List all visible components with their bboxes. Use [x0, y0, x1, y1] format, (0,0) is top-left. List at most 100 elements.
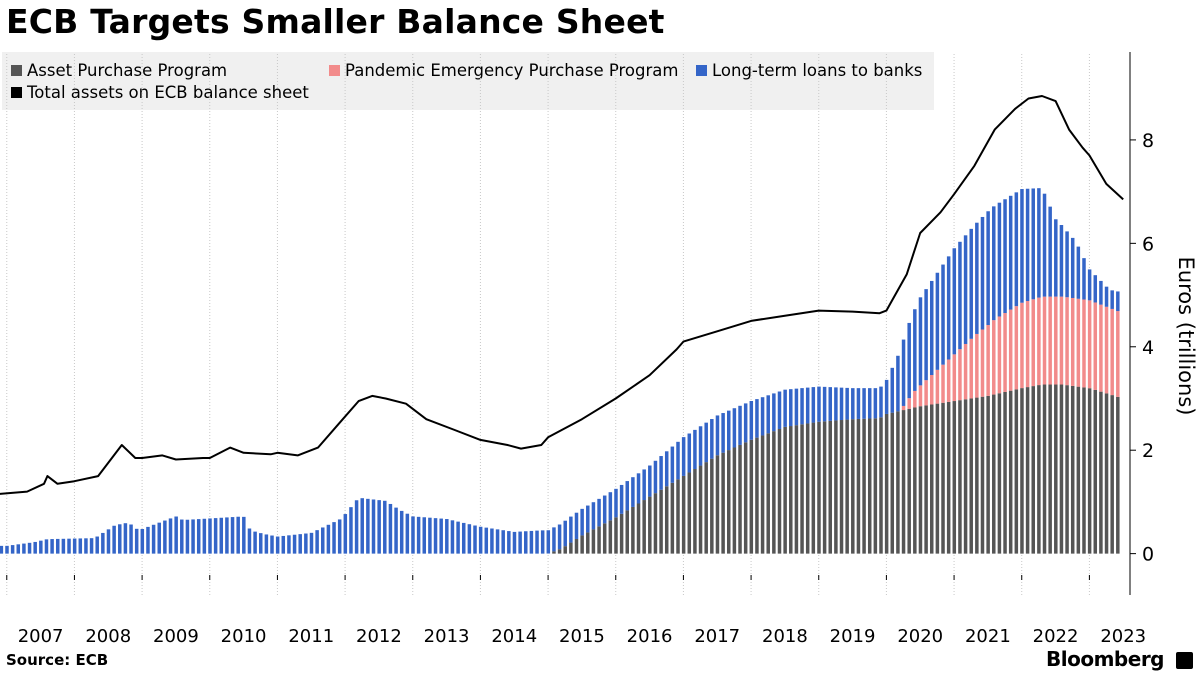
bar-pepp [1037, 297, 1041, 386]
bar-ltro [738, 405, 742, 445]
bar-ltro [332, 522, 336, 554]
chart-bars [0, 188, 1120, 554]
bar-pepp [969, 338, 973, 399]
source-note: Source: ECB [6, 651, 109, 669]
bar-app [839, 420, 844, 554]
x-tick-label: 2021 [965, 626, 1011, 647]
bar-ltro [563, 520, 567, 547]
x-tick-label: 2022 [1033, 626, 1079, 647]
bar-ltro [867, 388, 872, 419]
bar-app [975, 397, 979, 554]
bar-app [732, 447, 737, 554]
bar-ltro [292, 534, 297, 554]
x-tick-labels: 2007 2008 2009 2010 2011 2012 2013 2014 2015 2016… [6, 575, 1146, 647]
bar-ltro [958, 241, 962, 350]
bar-ltro [304, 533, 308, 554]
bar-pepp [935, 369, 940, 404]
bar-app [913, 407, 917, 554]
bar-app [941, 402, 945, 554]
bar-pepp [1104, 306, 1109, 394]
legend-item-total: Total assets on ECB balance sheet [11, 83, 309, 102]
bar-app [636, 503, 641, 554]
bar-ltro [710, 419, 714, 459]
legend-item-app: Asset Purchase Program [11, 61, 227, 80]
bar-ltro [935, 272, 940, 370]
bar-ltro [321, 527, 325, 554]
bar-ltro [191, 519, 195, 554]
bar-pepp [924, 380, 928, 406]
bar-ltro [659, 456, 663, 490]
bar-ltro [163, 520, 167, 554]
x-tick-label: 2023 [1100, 626, 1146, 647]
y-axis-label: Euros (trillions) [1174, 256, 1198, 416]
bar-ltro [22, 543, 26, 554]
bar-ltro [794, 388, 799, 426]
bloomberg-terminal-icon [1176, 652, 1193, 669]
bar-ltro [569, 516, 573, 543]
bar-ltro [478, 526, 483, 554]
bar-ltro [614, 488, 618, 518]
bar-ltro [247, 528, 252, 554]
bar-ltro [168, 518, 173, 554]
bar-ltro [535, 530, 539, 554]
bar-ltro [636, 473, 641, 504]
bar-ltro [648, 465, 652, 497]
bar-ltro [1076, 246, 1081, 299]
bar-ltro [78, 538, 83, 554]
bar-app [681, 475, 686, 554]
bar-ltro [704, 422, 708, 463]
bar-ltro [693, 429, 697, 470]
bar-app [986, 395, 990, 554]
bar-app [969, 398, 973, 554]
bar-app [625, 510, 629, 554]
bar-app [1065, 385, 1069, 554]
bar-pepp [958, 349, 962, 401]
bar-app [1087, 388, 1092, 554]
bar-app [1059, 384, 1064, 554]
bar-pepp [1042, 296, 1047, 385]
bar-app [597, 526, 601, 554]
bar-ltro [219, 517, 224, 554]
bar-ltro [157, 522, 161, 554]
bar-pepp [907, 398, 911, 409]
bar-app [574, 538, 579, 554]
bar-pepp [1031, 299, 1035, 387]
bar-app [1070, 385, 1075, 554]
bar-pepp [986, 325, 990, 396]
bar-ltro [997, 202, 1002, 317]
bar-app [1003, 391, 1007, 554]
bar-ltro [208, 518, 212, 554]
bar-app [659, 489, 663, 554]
bar-pepp [997, 316, 1002, 394]
bar-ltro [275, 536, 280, 554]
bar-pepp [1065, 297, 1069, 386]
bar-ltro [461, 522, 466, 554]
x-tick-label: 2017 [694, 626, 740, 647]
bar-ltro [602, 495, 607, 524]
bar-ltro [851, 388, 855, 420]
bar-ltro [428, 517, 432, 554]
bar-ltro [315, 530, 319, 554]
legend-label-app: Asset Purchase Program [27, 61, 228, 80]
bar-ltro [591, 502, 596, 530]
bar-ltro [952, 248, 957, 355]
bar-ltro [597, 498, 601, 527]
bar-ltro [39, 540, 43, 554]
bar-app [557, 549, 562, 554]
bar-app [963, 399, 968, 554]
bar-app [929, 404, 934, 554]
bar-pepp [1014, 306, 1019, 390]
bar-app [918, 406, 923, 554]
bar-ltro [681, 437, 686, 476]
bar-ltro [924, 289, 928, 381]
bar-ltro [698, 426, 703, 466]
bar-ltro [828, 387, 832, 421]
bar-pepp [1008, 309, 1013, 391]
bar-ltro [1065, 231, 1069, 298]
bar-app [805, 423, 810, 554]
bar-ltro [760, 397, 765, 436]
bar-ltro [856, 388, 861, 419]
bar-ltro [106, 529, 111, 554]
bar-pepp [901, 405, 906, 411]
bar-ltro [975, 222, 979, 334]
